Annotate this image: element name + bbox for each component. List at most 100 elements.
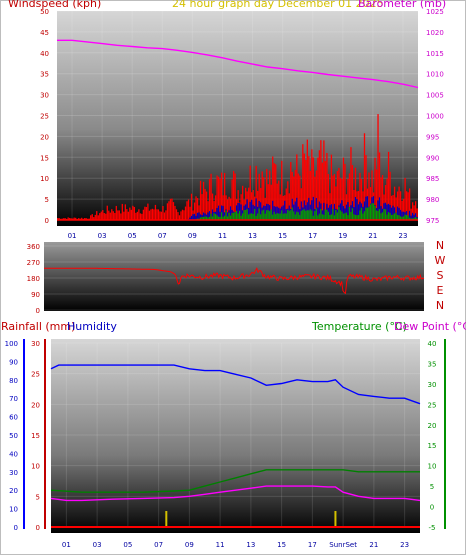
wind-gust-bar [145,207,148,220]
wind-gust-bar [211,193,214,220]
windspeed-tick-label: 20 [40,133,49,141]
low-wind-bar [294,214,296,220]
low-wind-bar [327,211,329,220]
wind-gust-bar [278,180,280,220]
humidity-time-tick-label: 07 [154,541,163,549]
wind-gust-bar [114,212,116,220]
avg-wind-bar [387,203,390,220]
avg-wind-bar [255,198,257,220]
avg-wind-bar [354,196,357,220]
wind-gust-bar [175,209,178,220]
low-wind-bar [267,210,269,220]
wind-gust-bar [153,209,155,220]
low-wind-bar [228,212,230,220]
wind-gust-bar [348,173,351,220]
wind-gust-bar [341,178,343,220]
wind-gust-bar [207,201,209,220]
wind-gust-bar [413,205,415,220]
wind-gust-bar [102,210,104,220]
wind-gust-bar [225,195,227,220]
low-wind-bar [231,213,233,220]
wind-gust-bar [234,173,236,220]
wind-gust-bar [213,201,215,220]
avg-wind-bar [211,209,214,220]
rainfall-tick-label: 15 [31,432,40,440]
wind-gust-bar [258,173,260,220]
wind-gust-bar [308,156,310,220]
windspeed-tick-label: 0 [45,217,49,225]
low-wind-bar [234,211,236,220]
low-wind-bar [359,210,361,220]
wind-gust-bar [214,195,217,220]
wind-gust-bar [190,193,193,220]
low-wind-bar [254,208,256,220]
low-wind-bar [395,212,397,220]
barometer-axis-title: Barometer (mb) [358,0,447,10]
wind-gust-bar [151,208,154,220]
wind-gust-bar [398,186,400,220]
avg-wind-bar [408,210,411,220]
low-wind-bar [258,208,260,220]
low-wind-bar [284,213,286,220]
wind-gust-bar [257,190,259,220]
humidity-temp-plot-background [51,339,420,533]
temperature-tick-label: 15 [428,442,437,450]
wind-gust-bar [407,192,409,220]
avg-wind-bar [399,209,402,220]
low-wind-bar [208,216,211,220]
low-wind-bar [201,216,203,220]
low-wind-bar [411,218,414,220]
low-wind-bar [338,207,340,220]
wind-gust-bar [332,175,334,220]
windspeed-tick-label: 10 [40,175,49,183]
avg-wind-bar [222,205,224,220]
rainfall-tick-label: 20 [31,401,40,409]
humidity-time-tick-label: 17 [308,541,317,549]
low-wind-bar [365,207,367,220]
wind-gust-bar [351,165,354,220]
avg-wind-bar [323,202,325,220]
low-wind-bar [229,215,232,220]
wind-gust-bar [120,213,122,220]
wind-gust-bar [384,185,387,220]
avg-wind-bar [282,205,284,220]
windspeed-tick-label: 30 [40,92,49,100]
avg-wind-bar [219,211,221,220]
wind-gust-bar [249,165,251,220]
wind-gust-bar [70,218,72,220]
wind-gust-bar [204,188,206,220]
direction-tick-label: 270 [27,259,40,267]
wind-gust-bar [294,169,296,220]
wind-gust-bar [320,140,322,220]
low-wind-bar [392,214,394,220]
humidity-tick-label: 20 [9,487,18,495]
humidity-time-tick-label: 11 [216,541,225,549]
wind-gust-bar [223,172,226,220]
wind-gust-bar [333,174,336,220]
wind-gust-bar [377,114,379,220]
wind-gust-bar [73,217,75,220]
avg-wind-bar [318,201,320,220]
low-wind-bar [213,213,215,220]
low-wind-bar [261,210,263,220]
avg-wind-bar [362,206,364,220]
low-wind-bar [360,207,363,220]
low-wind-bar [296,211,298,220]
low-wind-bar [354,214,357,220]
wind-gust-bar [285,188,287,220]
wind-gust-bar [183,210,185,220]
temperature-tick-label: 5 [430,483,434,491]
low-wind-bar [375,210,378,220]
wind-gust-bar [314,176,316,220]
low-wind-bar [249,213,251,220]
wind-gust-bar [389,171,391,220]
avg-wind-bar [226,212,229,220]
humidity-tick-label: 90 [9,358,18,366]
wind-gust-bar [64,218,66,220]
wind-gust-bar [309,170,311,220]
wind-gust-bar [293,176,295,220]
wind-gust-bar [136,211,139,220]
avg-wind-bar [208,211,211,220]
avg-wind-bar [330,204,332,220]
low-wind-bar [223,215,226,220]
